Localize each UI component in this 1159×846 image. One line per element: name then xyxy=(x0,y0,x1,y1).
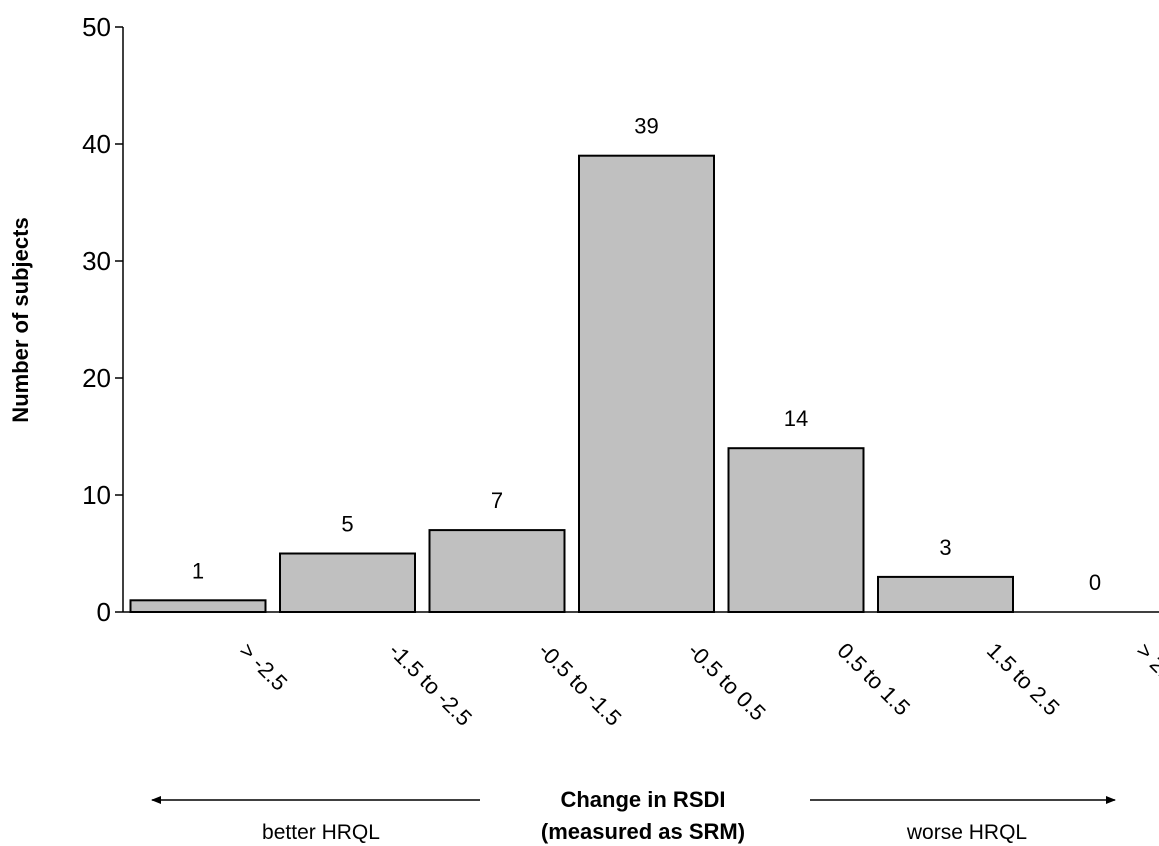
data-labels-layer: 1 5 7 39 14 3 0 xyxy=(192,114,1101,595)
category-label: 1.5 to 2.5 xyxy=(982,638,1065,721)
bar-value-label: 14 xyxy=(784,406,808,431)
y-tick-label: 0 xyxy=(97,597,111,627)
bar-value-label: 3 xyxy=(939,535,951,560)
category-labels-layer: > -2.5 -1.5 to -2.5 -0.5 to -1.5 -0.5 to 0.… xyxy=(234,638,1159,731)
category-label: -0.5 to 0.5 xyxy=(683,638,771,726)
category-label: 0.5 to 1.5 xyxy=(832,638,915,721)
worse-hrql-label: worse HRQL xyxy=(906,821,1027,844)
bar-value-label: 7 xyxy=(491,488,503,513)
x-axis-title-line2: (measured as SRM) xyxy=(541,819,745,844)
bar xyxy=(428,529,566,613)
y-tick-label: 10 xyxy=(82,480,111,510)
category-label: > -2.5 xyxy=(234,638,292,696)
y-ticks-layer: 0 10 20 30 40 50 xyxy=(82,12,123,627)
y-tick-label: 50 xyxy=(82,12,111,42)
y-tick-label: 30 xyxy=(82,246,111,276)
category-label: > 2.5 xyxy=(1131,638,1159,691)
bar xyxy=(727,447,865,614)
bar xyxy=(877,575,1014,614)
y-tick-label: 40 xyxy=(82,129,111,159)
better-hrql-label: better HRQL xyxy=(262,821,380,844)
bar-value-label: 1 xyxy=(192,558,204,583)
y-tick-label: 20 xyxy=(82,363,111,393)
category-label: -1.5 to -2.5 xyxy=(384,638,477,731)
bars-layer xyxy=(129,154,1014,614)
bar xyxy=(279,552,416,613)
bar-value-label: 39 xyxy=(634,114,658,139)
y-axis-title: Number of subjects xyxy=(8,217,33,422)
bar-value-label: 0 xyxy=(1089,570,1101,595)
bar xyxy=(578,154,715,613)
bar xyxy=(129,599,267,613)
category-label: -0.5 to -1.5 xyxy=(533,638,626,731)
bar-value-label: 5 xyxy=(341,512,353,537)
x-axis-title-line1: Change in RSDI xyxy=(560,787,725,812)
